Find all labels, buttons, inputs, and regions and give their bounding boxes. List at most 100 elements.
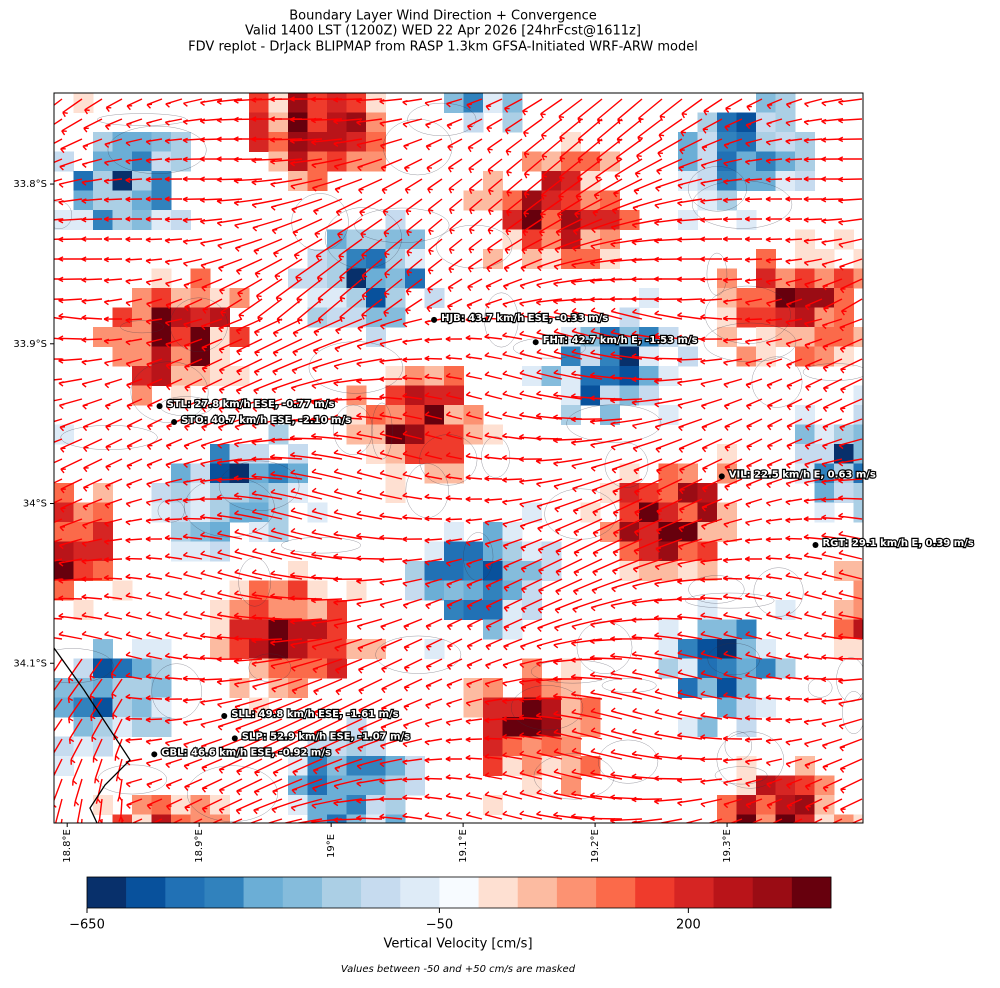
field-cell xyxy=(775,307,796,328)
wind-arrow xyxy=(54,258,63,260)
field-cell xyxy=(561,249,581,269)
field-cell xyxy=(132,151,152,172)
wind-arrow xyxy=(361,238,383,260)
field-cell xyxy=(405,444,425,464)
colorbar-bin xyxy=(126,877,166,908)
field-cell xyxy=(210,444,230,464)
wind-arrow xyxy=(233,198,263,206)
wind-arrow xyxy=(380,638,403,653)
wind-arrow xyxy=(316,258,343,283)
field-cell xyxy=(444,424,464,445)
wind-arrow xyxy=(424,392,443,400)
wind-arrow xyxy=(465,718,483,725)
wind-arrow xyxy=(446,578,463,589)
wind-arrow xyxy=(632,728,663,740)
wind-arrow xyxy=(379,338,403,348)
wind-arrow xyxy=(502,432,523,440)
station-label: GBL: 46.6 km/h ESE, -0.92 m/s xyxy=(161,747,331,758)
contour xyxy=(601,678,657,693)
wind-arrow xyxy=(571,370,603,380)
wind-arrow xyxy=(700,630,723,640)
contour xyxy=(513,337,586,359)
wind-arrow xyxy=(766,611,783,620)
wind-arrow xyxy=(402,794,423,801)
wind-arrow xyxy=(503,578,523,592)
wind-arrow xyxy=(313,698,343,717)
wind-arrow xyxy=(519,498,543,508)
wind-arrow xyxy=(183,438,203,450)
wind-arrow xyxy=(234,218,263,229)
field-cell xyxy=(327,268,347,289)
wind-arrow xyxy=(425,658,443,671)
field-cell xyxy=(229,366,250,386)
wind-arrow xyxy=(505,218,523,236)
wind-arrow xyxy=(164,258,183,266)
wind-arrow xyxy=(466,598,483,611)
wind-arrow xyxy=(379,469,403,480)
contour xyxy=(842,691,863,734)
field-cell xyxy=(229,502,250,523)
wind-arrow xyxy=(448,238,463,254)
wind-arrow xyxy=(125,338,143,346)
wind-arrow xyxy=(272,238,303,258)
wind-arrow xyxy=(678,418,703,432)
wind-arrow xyxy=(402,471,423,480)
wind-arrow xyxy=(766,378,783,390)
wind-arrow xyxy=(314,218,343,239)
field-cell xyxy=(814,795,835,815)
wind-arrow xyxy=(403,698,423,711)
wind-arrow xyxy=(677,631,703,640)
wind-arrow xyxy=(83,458,103,473)
wind-arrow xyxy=(383,218,403,238)
wind-arrow xyxy=(821,590,843,600)
field-cell xyxy=(502,756,523,776)
field-cell xyxy=(366,639,386,659)
colorbar-bin xyxy=(674,877,714,908)
wind-arrow xyxy=(838,530,863,540)
wind-arrow xyxy=(164,318,183,327)
wind-arrow xyxy=(251,658,283,667)
wind-arrow xyxy=(333,138,363,147)
wind-arrow xyxy=(311,378,343,390)
wind-arrow xyxy=(81,576,103,582)
wind-arrow xyxy=(145,258,163,264)
wind-arrow xyxy=(766,98,783,110)
field-cell xyxy=(366,268,386,289)
field-cell xyxy=(424,561,445,581)
wind-arrow xyxy=(125,631,143,640)
wind-arrow xyxy=(333,530,363,540)
wind-arrow xyxy=(553,789,583,800)
wind-arrow xyxy=(402,718,423,730)
wind-arrow xyxy=(765,673,783,680)
wind-arrow xyxy=(821,196,843,203)
wind-arrow xyxy=(311,158,343,169)
wind-arrow xyxy=(182,196,203,203)
field-cell xyxy=(190,327,211,347)
wind-arrow xyxy=(658,118,683,140)
field-cell xyxy=(502,229,523,250)
contour xyxy=(576,621,633,674)
wind-arrow xyxy=(234,568,263,580)
wind-arrow xyxy=(821,98,843,107)
wind-arrow xyxy=(589,418,623,425)
field-cell xyxy=(171,483,191,503)
field-cell xyxy=(132,697,152,718)
wind-arrow xyxy=(270,198,303,211)
field-cell xyxy=(132,717,152,737)
wind-arrow xyxy=(338,238,363,261)
field-cell xyxy=(834,346,854,367)
field-cell xyxy=(190,541,211,562)
field-cell xyxy=(112,132,133,152)
wind-arrow xyxy=(804,318,823,328)
wind-arrow xyxy=(104,498,123,509)
field-cell xyxy=(73,600,94,620)
wind-arrow xyxy=(201,778,223,793)
wind-arrow xyxy=(519,658,543,669)
wind-arrow xyxy=(183,258,203,267)
wind-arrow xyxy=(402,536,423,542)
wind-arrow xyxy=(202,298,223,314)
wind-arrow xyxy=(484,475,503,482)
wind-arrow xyxy=(520,558,543,573)
field-cell xyxy=(424,424,445,445)
wind-arrow xyxy=(654,708,683,720)
